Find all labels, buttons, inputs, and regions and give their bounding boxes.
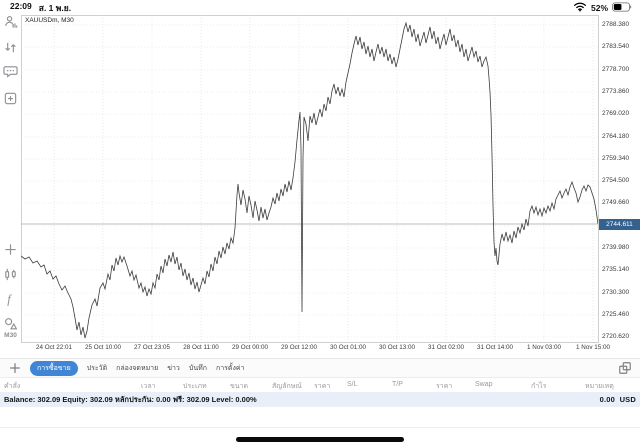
objects-icon[interactable] [3, 316, 18, 331]
price-tick: 2773.860 [602, 88, 630, 95]
price-tick: 2725.460 [602, 311, 630, 318]
time-tick: 28 Oct 11:00 [183, 344, 219, 351]
windows-layout-icon[interactable] [618, 361, 632, 375]
status-bar: 22:09 ส. 1 พ.ย. 52% [0, 0, 640, 15]
time-tick: 27 Oct 23:05 [133, 344, 171, 351]
balance-summary: Balance: 302.09 Equity: 302.09 หลักประกั… [4, 394, 257, 404]
price-tick: 2730.300 [602, 289, 630, 296]
column-header-4: สัญลักษณ์ [272, 383, 302, 390]
home-indicator[interactable] [236, 437, 404, 442]
add-order-button[interactable] [8, 361, 22, 375]
orders-table-header: คำสั่ง เวลา ประเภท ขนาด สัญลักษณ์ ราคา S/L T/P ร… [0, 378, 640, 392]
timeframe-button[interactable]: M30 [4, 332, 17, 339]
new-order-icon[interactable] [3, 91, 18, 106]
price-tick: 2754.500 [602, 177, 630, 184]
price-tick: 2788.380 [602, 21, 630, 28]
time-tick: 25 Oct 10:00 [84, 344, 122, 351]
svg-text:f: f [7, 293, 12, 307]
chart-plot-frame [21, 15, 599, 343]
tab-4[interactable]: บันทึก [188, 364, 207, 372]
column-header-10: กำไร [531, 383, 547, 390]
time-tick: 30 Oct 13:00 [378, 344, 416, 351]
time-tick: 29 Oct 00:00 [231, 344, 269, 351]
column-header-3: ขนาด [230, 383, 249, 390]
tab-3[interactable]: ข่าว [167, 364, 180, 372]
column-header-2: ประเภท [183, 383, 207, 390]
trader-icon[interactable] [3, 15, 18, 30]
price-tick: 2749.660 [602, 199, 630, 206]
time-tick: 1 Nov 15:00 [576, 344, 610, 351]
column-header-8: ราคา [436, 383, 453, 390]
column-header-6: S/L [347, 381, 358, 388]
current-price-badge: 2744.611 [599, 218, 640, 230]
price-tick: 2783.540 [602, 43, 630, 50]
price-tick: 2720.620 [602, 333, 630, 340]
price-tick: 2769.020 [602, 110, 630, 117]
time-tick: 31 Oct 14:00 [476, 344, 514, 351]
tab-5[interactable]: การตั้งค่า [215, 364, 245, 372]
tab-list: การซื้อขาย ประวัติ กล่องจดหมาย ข่าว บันทึก กา… [30, 360, 610, 376]
candles-icon[interactable] [3, 267, 18, 282]
left-toolbar: f M30 [0, 15, 21, 358]
time-tick: 24 Oct 22:01 [35, 344, 73, 351]
clock: 22:09 [10, 0, 32, 11]
tab-1[interactable]: ประวัติ [86, 364, 108, 372]
profit-currency: USD [619, 395, 636, 404]
price-tick: 2778.700 [602, 66, 630, 73]
divider [0, 427, 640, 428]
column-header-9: Swap [475, 381, 493, 388]
trade-panel: การซื้อขาย ประวัติ กล่องจดหมาย ข่าว บันทึก กา… [0, 358, 640, 447]
time-tick: 31 Oct 02:00 [427, 344, 465, 351]
column-header-7: T/P [392, 381, 403, 388]
tab-0[interactable]: การซื้อขาย [30, 360, 78, 376]
total-profit: 0.00 USD [600, 395, 640, 404]
status-date: ส. 1 พ.ย. [38, 2, 72, 13]
price-tick: 2759.340 [602, 155, 630, 162]
column-header-11: หมายเหตุ [585, 383, 614, 390]
time-tick: 1 Nov 03:00 [527, 344, 561, 351]
column-header-5: ราคา [314, 383, 331, 390]
time-tick: 30 Oct 01:00 [329, 344, 367, 351]
price-tick: 2764.180 [602, 133, 630, 140]
profit-value: 0.00 [599, 395, 615, 404]
chart-symbol-label: XAUUSDm, M30 [25, 17, 74, 24]
tab-bar: การซื้อขาย ประวัติ กล่องจดหมาย ข่าว บันทึก กา… [0, 358, 640, 378]
price-tick: 2735.140 [602, 266, 630, 273]
balance-row: Balance: 302.09 Equity: 302.09 หลักประกั… [0, 392, 640, 407]
price-tick: 2739.980 [602, 244, 630, 251]
trade-arrows-icon[interactable] [3, 40, 18, 55]
price-chart[interactable] [21, 15, 598, 341]
crosshair-icon[interactable] [3, 242, 18, 257]
time-tick: 29 Oct 12:00 [280, 344, 318, 351]
tab-2[interactable]: กล่องจดหมาย [116, 364, 159, 372]
indicators-icon[interactable]: f [3, 292, 18, 307]
price-line-series [21, 21, 598, 339]
battery-icon [612, 1, 632, 14]
battery-percent: 52% [590, 2, 608, 13]
column-header-1: เวลา [141, 383, 156, 390]
wifi-icon [573, 1, 587, 14]
column-header-0: คำสั่ง [4, 383, 21, 390]
chat-icon[interactable] [3, 64, 18, 79]
